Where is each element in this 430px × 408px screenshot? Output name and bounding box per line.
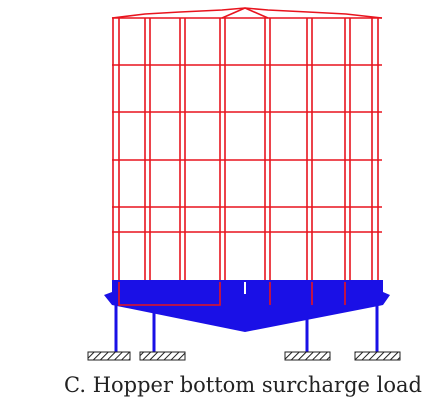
supports [87,305,401,361]
caption: C. Hopper bottom surcharge load [64,373,422,397]
silo-frame [111,7,383,305]
hopper-surcharge-load [104,280,390,332]
